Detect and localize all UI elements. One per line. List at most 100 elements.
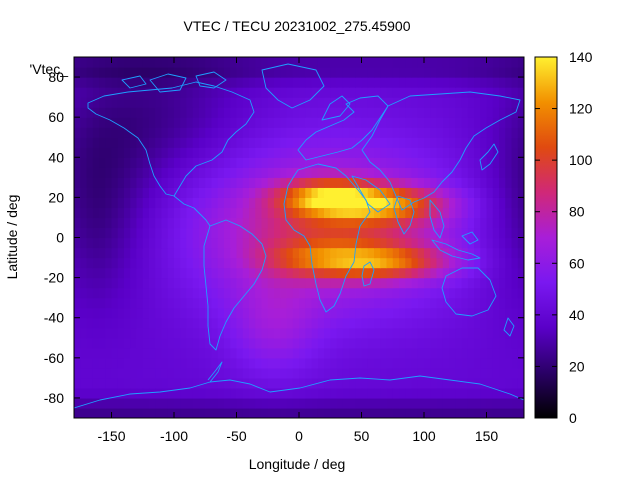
heatmap-cell [405, 227, 413, 239]
heatmap-cell [261, 267, 269, 279]
heatmap-cell [480, 297, 488, 309]
heatmap-cell [311, 137, 319, 148]
heatmap-cell [236, 287, 244, 299]
heatmap-cell [224, 177, 231, 188]
heatmap-cell [117, 107, 125, 118]
heatmap-cell [242, 137, 250, 148]
heatmap-cell [499, 357, 506, 369]
heatmap-cell [517, 267, 524, 279]
heatmap-cell [449, 157, 456, 168]
heatmap-cell [130, 87, 138, 98]
heatmap-cell [517, 187, 524, 198]
heatmap-cell [305, 347, 313, 359]
heatmap-cell [192, 147, 200, 158]
heatmap-cell [467, 117, 475, 128]
colorbar-tick-label: 80 [569, 204, 585, 220]
heatmap-cell [105, 167, 113, 178]
heatmap-cell [261, 377, 269, 389]
heatmap-cell [505, 287, 513, 299]
heatmap-cell [399, 157, 406, 168]
heatmap-cell [286, 347, 294, 359]
heatmap-cell [486, 307, 494, 319]
heatmap-cell [186, 227, 194, 239]
heatmap-cell [380, 137, 388, 148]
heatmap-cell [267, 257, 275, 269]
heatmap-cell [361, 167, 369, 178]
heatmap-cell [117, 387, 125, 399]
heatmap-cell [386, 207, 394, 219]
heatmap-cell [349, 87, 356, 98]
heatmap-cell [205, 347, 213, 359]
heatmap-cell [480, 117, 488, 128]
heatmap-cell [155, 77, 163, 88]
heatmap-cell [467, 67, 475, 78]
heatmap-cell [130, 327, 138, 339]
heatmap-cell [161, 197, 169, 209]
heatmap-cell [136, 257, 144, 269]
heatmap-cell [492, 67, 500, 78]
heatmap-cell [492, 257, 500, 269]
heatmap-cell [499, 187, 506, 198]
heatmap-cell [142, 257, 150, 269]
heatmap-cell [305, 277, 313, 289]
heatmap-cell [424, 77, 431, 88]
heatmap-cell [92, 407, 100, 418]
heatmap-cell [136, 287, 144, 299]
heatmap-cell [505, 207, 513, 219]
heatmap-cell [311, 57, 319, 68]
heatmap-cell [461, 397, 469, 409]
heatmap-cell [180, 307, 188, 319]
coast-asia [361, 91, 521, 211]
heatmap-cell [299, 207, 306, 219]
heatmap-cell [211, 187, 219, 198]
heatmap-cell [517, 67, 524, 78]
heatmap-cell [386, 307, 394, 319]
heatmap-cell [242, 117, 250, 128]
heatmap-cell [292, 87, 300, 98]
heatmap-cell [217, 227, 225, 239]
heatmap-cell [355, 177, 363, 188]
heatmap-cell [424, 287, 431, 299]
heatmap-cell [267, 187, 275, 198]
heatmap-cell [461, 407, 469, 418]
heatmap-cell [517, 77, 524, 88]
heatmap-cell [486, 167, 494, 178]
heatmap-cell [224, 347, 231, 359]
heatmap-cell [511, 137, 519, 148]
heatmap-cell [86, 257, 94, 269]
heatmap-cell [111, 357, 119, 369]
heatmap-cell [130, 237, 138, 249]
heatmap-cell [255, 197, 263, 209]
heatmap-cell [467, 337, 475, 349]
heatmap-cell [186, 337, 194, 349]
heatmap-cell [386, 187, 394, 198]
heatmap-cell [517, 197, 524, 209]
heatmap-cell [236, 347, 244, 359]
heatmap-cell [311, 387, 319, 399]
heatmap-cell [461, 127, 469, 138]
heatmap-cell [111, 377, 119, 389]
heatmap-cell [342, 77, 350, 88]
heatmap-cell [80, 197, 88, 209]
heatmap-cell [436, 337, 444, 349]
heatmap-cell [374, 257, 381, 269]
heatmap-cell [442, 267, 450, 279]
heatmap-cell [342, 117, 350, 128]
heatmap-cell [249, 237, 256, 249]
heatmap-cell [224, 337, 231, 349]
heatmap-cell [224, 277, 231, 289]
heatmap-cell [380, 357, 388, 369]
heatmap-cell [186, 297, 194, 309]
heatmap-cell [230, 397, 238, 409]
heatmap-cell [499, 87, 506, 98]
heatmap-cell [211, 327, 219, 339]
heatmap-cell [411, 67, 419, 78]
heatmap-cell [211, 397, 219, 409]
heatmap-cell [436, 87, 444, 98]
heatmap-cell [311, 377, 319, 389]
heatmap-cell [367, 277, 375, 289]
heatmap-cell [280, 257, 288, 269]
heatmap-cell [74, 147, 81, 158]
heatmap-cell [342, 367, 350, 379]
heatmap-cell [92, 187, 100, 198]
